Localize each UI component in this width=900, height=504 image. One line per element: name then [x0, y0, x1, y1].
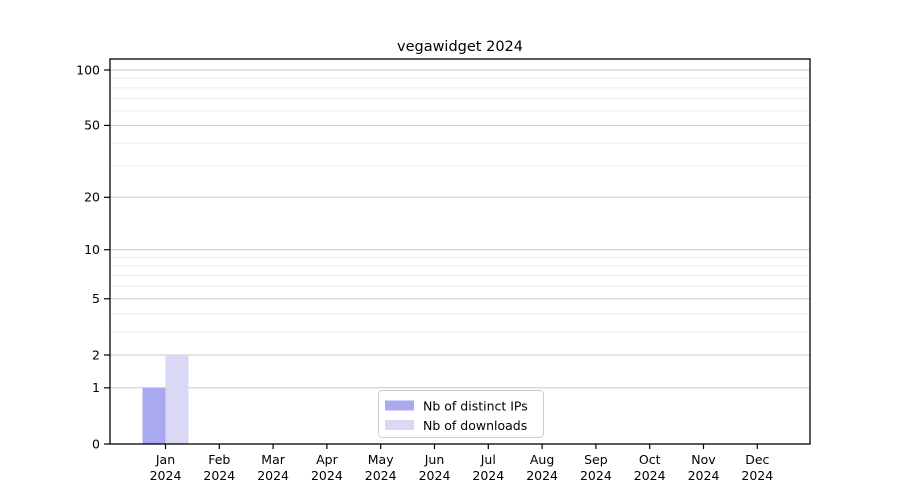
x-tick-label: Apr 2024: [311, 452, 343, 483]
legend-swatch-distinct-ips: [385, 400, 414, 411]
y-tick-label: 50: [84, 118, 100, 133]
x-tick-label: Jul 2024: [472, 452, 504, 483]
x-tick-label: Oct 2024: [634, 452, 666, 483]
x-tick-label: Mar 2024: [257, 452, 289, 483]
x-tick-label: Nov 2024: [688, 452, 720, 483]
legend: Nb of distinct IPs Nb of downloads: [378, 390, 544, 438]
y-tick-label: 100: [76, 62, 100, 77]
x-tick-label: Jan 2024: [150, 452, 182, 483]
y-tick-label: 2: [92, 347, 100, 362]
axis-ticks: [104, 69, 758, 449]
x-tick-label: Aug 2024: [526, 452, 558, 483]
legend-label-downloads: Nb of downloads: [423, 418, 527, 433]
y-tick-label: 5: [92, 291, 100, 306]
y-axis-tick-labels: 0 1 2 5 10 20 50 100: [76, 62, 100, 451]
bar-downloads: [165, 355, 189, 444]
x-axis-tick-labels: Jan 2024 Feb 2024 Mar 2024 Apr 2024 May 2024 Jun 20…: [150, 452, 774, 483]
legend-box: [378, 390, 544, 438]
x-tick-label: Sep 2024: [580, 452, 612, 483]
bars: [142, 355, 189, 444]
y-tick-label: 20: [84, 190, 100, 205]
gridlines-major: [110, 69, 810, 389]
x-tick-label: Jun 2024: [419, 452, 451, 483]
y-tick-label: 10: [84, 242, 100, 257]
legend-label-distinct-ips: Nb of distinct IPs: [423, 399, 528, 414]
gridlines-minor: [110, 77, 810, 333]
x-tick-label: Dec 2024: [741, 452, 773, 483]
legend-swatch-downloads: [385, 420, 414, 430]
chart-title: vegawidget 2024: [397, 39, 523, 55]
y-tick-label: 0: [92, 436, 100, 451]
plot-frame: [109, 58, 811, 445]
x-tick-label: Feb 2024: [203, 452, 235, 483]
bar-distinct-ips: [142, 387, 166, 444]
x-tick-label: May 2024: [365, 452, 397, 483]
y-tick-label: 1: [92, 380, 100, 395]
